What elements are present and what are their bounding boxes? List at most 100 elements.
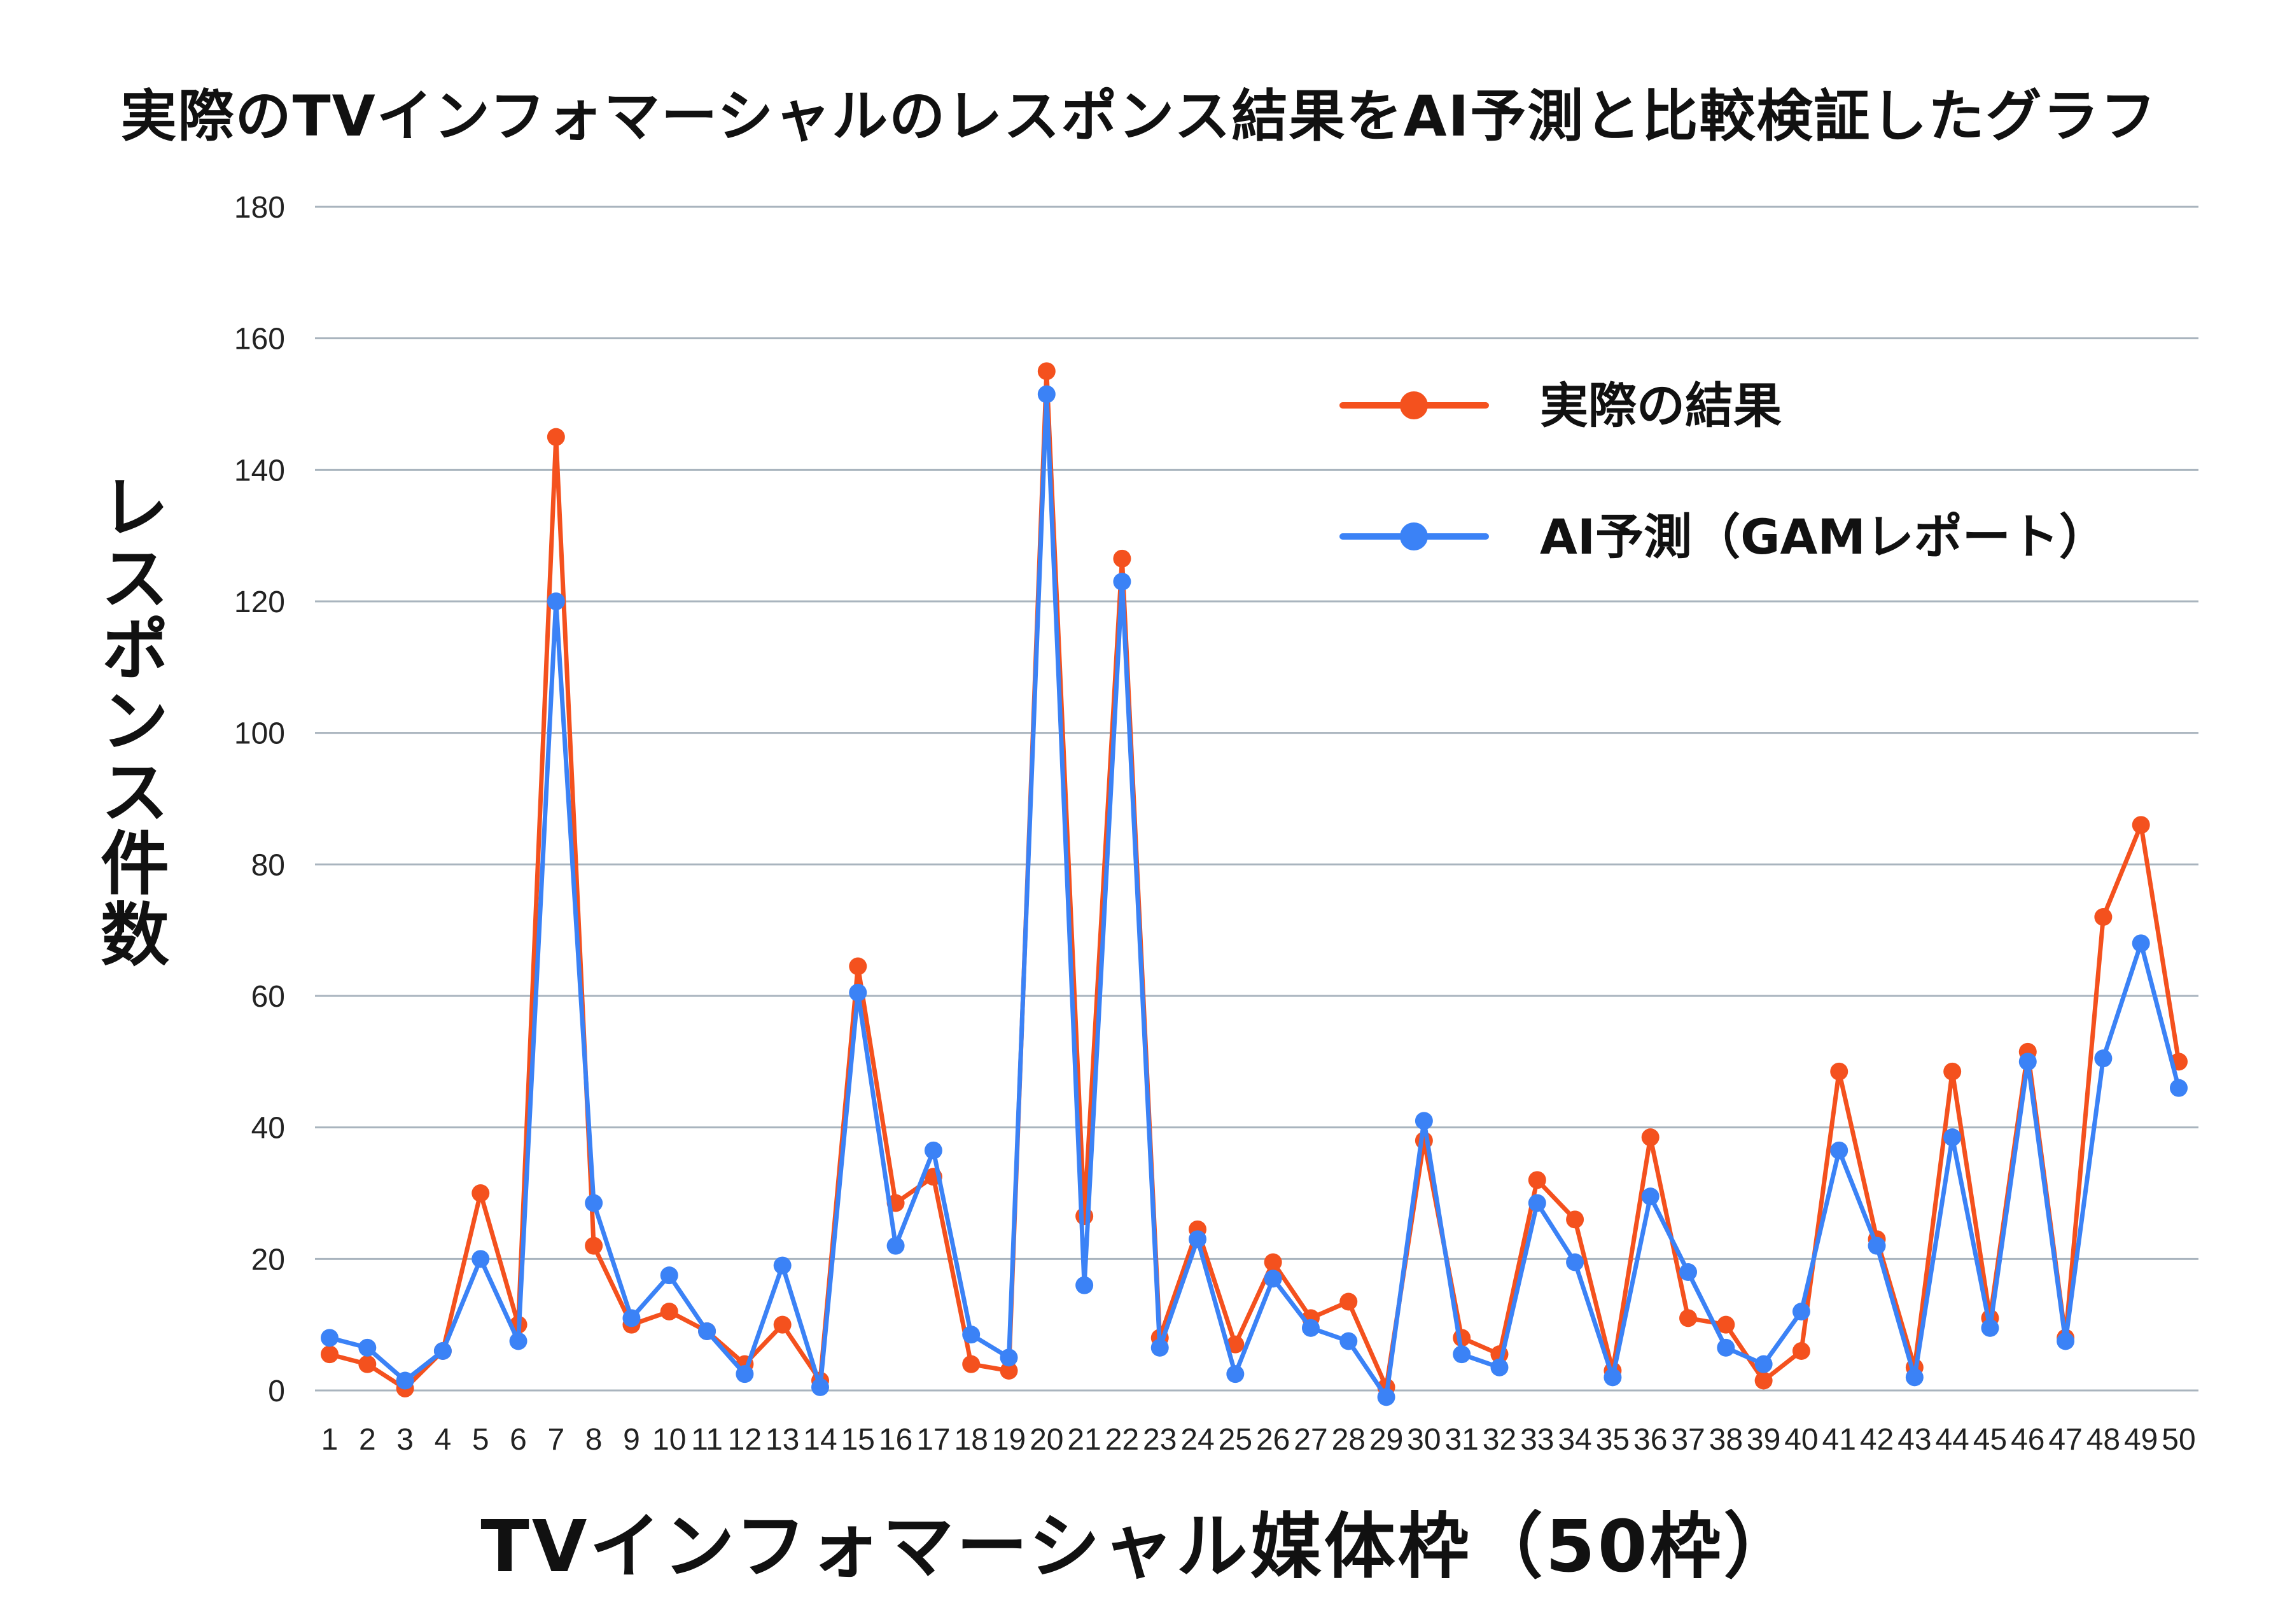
data-point <box>924 1141 942 1159</box>
y-tick-label: 60 <box>251 980 285 1014</box>
x-tick-label: 20 <box>1030 1423 1063 1457</box>
data-point <box>1264 1270 1282 1288</box>
x-tick-label: 47 <box>2048 1423 2082 1457</box>
data-point <box>962 1326 981 1344</box>
data-point <box>1830 1062 1848 1081</box>
x-tick-label: 25 <box>1219 1423 1252 1457</box>
x-tick-label: 30 <box>1407 1423 1441 1457</box>
data-point <box>1075 1276 1094 1294</box>
x-tick-label: 33 <box>1520 1423 1554 1457</box>
x-tick-label: 4 <box>435 1423 452 1457</box>
data-point <box>321 1329 339 1347</box>
legend-item-2: AI予測（GAMレポート） <box>1339 508 2107 565</box>
data-point <box>1000 1362 1018 1380</box>
data-point <box>547 428 565 446</box>
series-2 <box>321 385 2188 1406</box>
data-point <box>1868 1236 1886 1255</box>
gridlines <box>315 206 2198 1392</box>
legend-swatch-marker <box>1400 391 1428 419</box>
data-point <box>773 1315 792 1334</box>
data-point <box>321 1345 339 1364</box>
data-point <box>1754 1371 1773 1390</box>
data-point <box>1189 1230 1207 1249</box>
data-point <box>622 1309 641 1327</box>
data-point <box>1905 1368 1924 1387</box>
data-point <box>1150 1338 1169 1357</box>
data-point <box>509 1332 528 1350</box>
x-tick-labels: 1 2 3 4 5 6 7 8 9 10 11 12 13 14 15 16 17 18 19 20 21 22 23 24 2… <box>321 1423 2196 1457</box>
data-point <box>1717 1338 1735 1357</box>
x-tick-label: 6 <box>510 1423 527 1457</box>
x-tick-label: 17 <box>916 1423 950 1457</box>
x-tick-label: 40 <box>1784 1423 1818 1457</box>
data-point <box>1679 1309 1698 1327</box>
data-point <box>472 1184 490 1202</box>
data-point <box>1566 1253 1584 1271</box>
x-tick-label: 29 <box>1369 1423 1403 1457</box>
x-tick-label: 2 <box>359 1423 376 1457</box>
data-point <box>1339 1332 1358 1350</box>
y-tick-label: 160 <box>234 323 285 356</box>
data-point <box>773 1256 792 1275</box>
x-tick-label: 14 <box>803 1423 837 1457</box>
data-point <box>1490 1358 1509 1376</box>
x-tick-label: 19 <box>992 1423 1026 1457</box>
series-line <box>327 392 2181 1399</box>
x-tick-label: 37 <box>1671 1423 1705 1457</box>
y-tick-label: 180 <box>234 191 285 225</box>
x-tick-label: 45 <box>1973 1423 2007 1457</box>
data-point <box>2132 934 2150 953</box>
data-point <box>1264 1253 1282 1271</box>
x-tick-label: 5 <box>472 1423 489 1457</box>
data-point <box>1377 1388 1395 1406</box>
x-tick-label: 39 <box>1747 1423 1780 1457</box>
x-tick-label: 42 <box>1860 1423 1894 1457</box>
data-point <box>698 1322 716 1340</box>
y-tick-labels: 0 20 40 60 80 100 120 140 160 180 <box>234 191 285 1408</box>
data-point <box>886 1236 905 1255</box>
data-point <box>1717 1315 1735 1334</box>
data-point <box>1754 1355 1773 1373</box>
x-tick-label: 34 <box>1558 1423 1591 1457</box>
data-point <box>962 1355 981 1373</box>
data-point <box>472 1250 490 1268</box>
data-point <box>1301 1319 1320 1337</box>
data-point <box>2057 1332 2075 1350</box>
data-point <box>1830 1141 1848 1159</box>
x-tick-label: 41 <box>1822 1423 1856 1457</box>
data-point <box>1339 1292 1358 1311</box>
data-point <box>849 957 867 976</box>
data-point <box>2094 1049 2113 1068</box>
y-axis-label: レスポンス件数 <box>89 471 169 970</box>
data-point <box>1528 1171 1546 1189</box>
x-tick-label: 18 <box>954 1423 988 1457</box>
data-point <box>1943 1062 1962 1081</box>
data-point <box>1453 1345 1471 1364</box>
y-tick-label: 140 <box>234 454 285 487</box>
x-tick-label: 26 <box>1256 1423 1290 1457</box>
data-point <box>433 1342 452 1360</box>
x-tick-label: 31 <box>1444 1423 1478 1457</box>
legend: 実際の結果 AI予測（GAMレポート） <box>1339 377 2107 565</box>
x-tick-label: 1 <box>321 1423 339 1457</box>
x-tick-label: 16 <box>879 1423 912 1457</box>
x-tick-label: 23 <box>1143 1423 1177 1457</box>
x-tick-label: 13 <box>765 1423 799 1457</box>
y-tick-label: 40 <box>251 1112 285 1145</box>
x-tick-label: 49 <box>2124 1423 2158 1457</box>
data-point <box>1000 1348 1018 1367</box>
data-point <box>1679 1263 1698 1281</box>
x-tick-label: 22 <box>1105 1423 1139 1457</box>
legend-swatch-marker <box>1400 522 1428 550</box>
data-point <box>1641 1187 1660 1206</box>
x-tick-label: 48 <box>2086 1423 2120 1457</box>
data-point <box>1981 1319 1999 1337</box>
x-tick-label: 36 <box>1633 1423 1667 1457</box>
data-point <box>2094 908 2113 926</box>
data-point <box>358 1338 377 1357</box>
x-tick-label: 38 <box>1709 1423 1743 1457</box>
data-point <box>585 1236 603 1255</box>
data-point <box>1604 1368 1622 1387</box>
y-tick-label: 20 <box>251 1243 285 1277</box>
